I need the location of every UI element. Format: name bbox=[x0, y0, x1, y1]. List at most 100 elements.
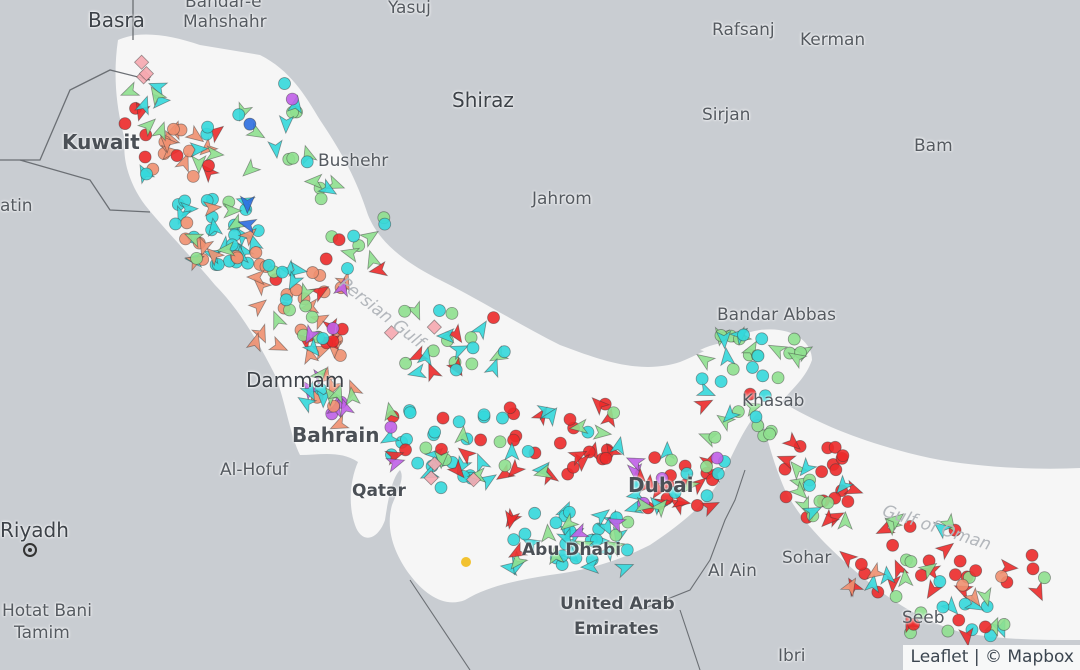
vessel-marker-arrow-icon[interactable] bbox=[267, 139, 284, 160]
vessel-marker-arrow-icon[interactable] bbox=[640, 473, 658, 494]
vessel-marker-arrow-icon[interactable] bbox=[202, 243, 226, 267]
vessel-marker-arrow-icon[interactable] bbox=[249, 274, 273, 297]
vessel-marker-arrow-icon[interactable] bbox=[358, 226, 382, 248]
vessel-marker-circle-icon[interactable] bbox=[1038, 571, 1051, 585]
vessel-marker-arrow-icon[interactable] bbox=[693, 394, 715, 416]
vessel-marker-arrow-icon[interactable] bbox=[336, 397, 356, 419]
vessel-marker-diamond-icon[interactable] bbox=[465, 472, 482, 488]
vessel-marker-arrow-icon[interactable] bbox=[587, 393, 611, 416]
vessel-marker-arrow-icon[interactable] bbox=[471, 451, 492, 474]
vessel-marker-circle-icon[interactable] bbox=[398, 304, 412, 318]
vessel-marker-circle-icon[interactable] bbox=[886, 538, 900, 552]
vessel-marker-arrow-icon[interactable] bbox=[930, 517, 953, 540]
vessel-marker-circle-icon[interactable] bbox=[138, 150, 152, 164]
vessel-marker-circle-icon[interactable] bbox=[978, 620, 992, 634]
vessel-marker-circle-icon[interactable] bbox=[180, 216, 194, 230]
vessel-marker-arrow-icon[interactable] bbox=[548, 545, 565, 566]
vessel-marker-circle-icon[interactable] bbox=[714, 375, 728, 388]
vessel-marker-circle-icon[interactable] bbox=[700, 460, 713, 474]
vessel-marker-circle-icon[interactable] bbox=[563, 412, 577, 426]
vessel-marker-circle-icon[interactable] bbox=[956, 578, 969, 592]
vessel-marker-arrow-icon[interactable] bbox=[634, 496, 655, 515]
vessel-marker-circle-icon[interactable] bbox=[936, 600, 950, 614]
vessel-marker-circle-icon[interactable] bbox=[518, 527, 532, 541]
vessel-marker-circle-icon[interactable] bbox=[621, 515, 635, 529]
vessel-marker-arrow-icon[interactable] bbox=[837, 510, 853, 530]
vessel-marker-circle-icon[interactable] bbox=[655, 472, 669, 485]
vessel-marker-circle-icon[interactable] bbox=[726, 362, 740, 376]
vessel-marker-arrow-icon[interactable] bbox=[215, 240, 236, 258]
vessel-marker-circle-icon[interactable] bbox=[771, 371, 785, 385]
vessel-marker-circle-icon[interactable] bbox=[403, 406, 417, 419]
vessel-marker-arrow-icon[interactable] bbox=[624, 452, 647, 473]
vessel-marker-arrow-icon[interactable] bbox=[136, 114, 160, 138]
vessel-marker-circle-icon[interactable] bbox=[286, 151, 300, 165]
vessel-marker-circle-icon[interactable] bbox=[803, 479, 816, 492]
vessel-marker-arrow-icon[interactable] bbox=[295, 281, 317, 304]
vessel-marker-arrow-icon[interactable] bbox=[540, 465, 560, 486]
vessel-marker-arrow-icon[interactable] bbox=[699, 496, 722, 518]
vessel-marker-arrow-icon[interactable] bbox=[299, 380, 320, 404]
vessel-marker-arrow-icon[interactable] bbox=[898, 567, 914, 588]
vessel-marker-diamond-icon[interactable] bbox=[426, 319, 442, 335]
vessel-marker-circle-icon[interactable] bbox=[411, 456, 425, 470]
vessel-marker-circle-icon[interactable] bbox=[829, 463, 843, 477]
vessel-marker-arrow-icon[interactable] bbox=[801, 501, 824, 523]
vessel-marker-circle-icon[interactable] bbox=[347, 229, 361, 243]
vessel-marker-arrow-icon[interactable] bbox=[590, 504, 613, 528]
vessel-marker-arrow-icon[interactable] bbox=[238, 158, 262, 181]
vessel-marker-circle-icon[interactable] bbox=[436, 411, 450, 425]
vessel-marker-arrow-icon[interactable] bbox=[454, 443, 478, 466]
vessel-marker-arrow-icon[interactable] bbox=[568, 522, 590, 544]
vessel-marker-arrow-icon[interactable] bbox=[134, 94, 154, 116]
vessel-marker-arrow-icon[interactable] bbox=[835, 546, 859, 569]
vessel-marker-arrow-icon[interactable] bbox=[817, 508, 841, 532]
vessel-marker-circle-icon[interactable] bbox=[710, 451, 724, 465]
vessel-marker-circle-icon[interactable] bbox=[952, 613, 966, 627]
vessel-marker-arrow-icon[interactable] bbox=[278, 114, 295, 135]
vessel-marker-circle-icon[interactable] bbox=[279, 293, 293, 307]
vessel-marker-arrow-icon[interactable] bbox=[609, 435, 627, 457]
vessel-marker-circle-icon[interactable] bbox=[275, 265, 289, 279]
vessel-marker-arrow-icon[interactable] bbox=[382, 401, 400, 422]
vessel-marker-arrow-icon[interactable] bbox=[317, 178, 340, 200]
vessel-marker-arrow-icon[interactable] bbox=[519, 532, 542, 555]
vessel-marker-diamond-icon[interactable] bbox=[138, 65, 155, 82]
vessel-marker-arrow-icon[interactable] bbox=[377, 427, 401, 449]
vessel-marker-circle-icon[interactable] bbox=[941, 624, 955, 638]
vessel-marker-arrow-icon[interactable] bbox=[863, 573, 881, 594]
vessel-marker-circle-icon[interactable] bbox=[202, 159, 215, 173]
vessel-marker-arrow-icon[interactable] bbox=[483, 356, 504, 379]
vessel-marker-arrow-icon[interactable] bbox=[934, 538, 958, 561]
vessel-marker-circle-icon[interactable] bbox=[549, 516, 563, 530]
vessel-marker-circle-icon[interactable] bbox=[118, 117, 132, 131]
vessel-marker-arrow-icon[interactable] bbox=[385, 454, 406, 473]
vessel-marker-diamond-icon[interactable] bbox=[383, 325, 400, 341]
vessel-marker-circle-icon[interactable] bbox=[664, 453, 678, 467]
vessel-marker-circle-icon[interactable] bbox=[170, 149, 184, 162]
vessel-marker-arrow-icon[interactable] bbox=[540, 523, 557, 543]
vessel-marker-arrow-icon[interactable] bbox=[223, 202, 243, 219]
vessel-marker-arrow-icon[interactable] bbox=[999, 558, 1019, 576]
vessel-marker-arrow-icon[interactable] bbox=[406, 363, 428, 382]
vessel-marker-arrow-icon[interactable] bbox=[339, 244, 361, 263]
vessel-marker-arrow-icon[interactable] bbox=[788, 480, 812, 504]
leaflet-link[interactable]: Leaflet bbox=[910, 647, 969, 667]
vessel-marker-arrow-icon[interactable] bbox=[172, 204, 192, 227]
vessel-marker-arrow-icon[interactable] bbox=[294, 392, 318, 414]
vessel-marker-circle-icon[interactable] bbox=[507, 433, 520, 447]
vessel-marker-circle-icon[interactable] bbox=[262, 258, 276, 272]
vessel-marker-arrow-icon[interactable] bbox=[573, 535, 596, 556]
vessel-marker-circle-icon[interactable] bbox=[815, 465, 829, 479]
vessel-marker-circle-icon[interactable] bbox=[341, 262, 354, 275]
vessel-marker-arrow-icon[interactable] bbox=[118, 81, 141, 101]
vessel-marker-circle-icon[interactable] bbox=[695, 372, 709, 386]
vessel-marker-arrow-icon[interactable] bbox=[921, 578, 944, 602]
vessel-marker-arrow-icon[interactable] bbox=[557, 512, 580, 536]
vessel-marker-circle-icon[interactable] bbox=[232, 108, 246, 122]
vessel-marker-circle-icon[interactable] bbox=[907, 617, 921, 631]
vessel-marker-arrow-icon[interactable] bbox=[917, 558, 941, 581]
vessel-marker-circle-icon[interactable] bbox=[434, 481, 448, 495]
vessel-marker-arrow-icon[interactable] bbox=[301, 337, 325, 360]
